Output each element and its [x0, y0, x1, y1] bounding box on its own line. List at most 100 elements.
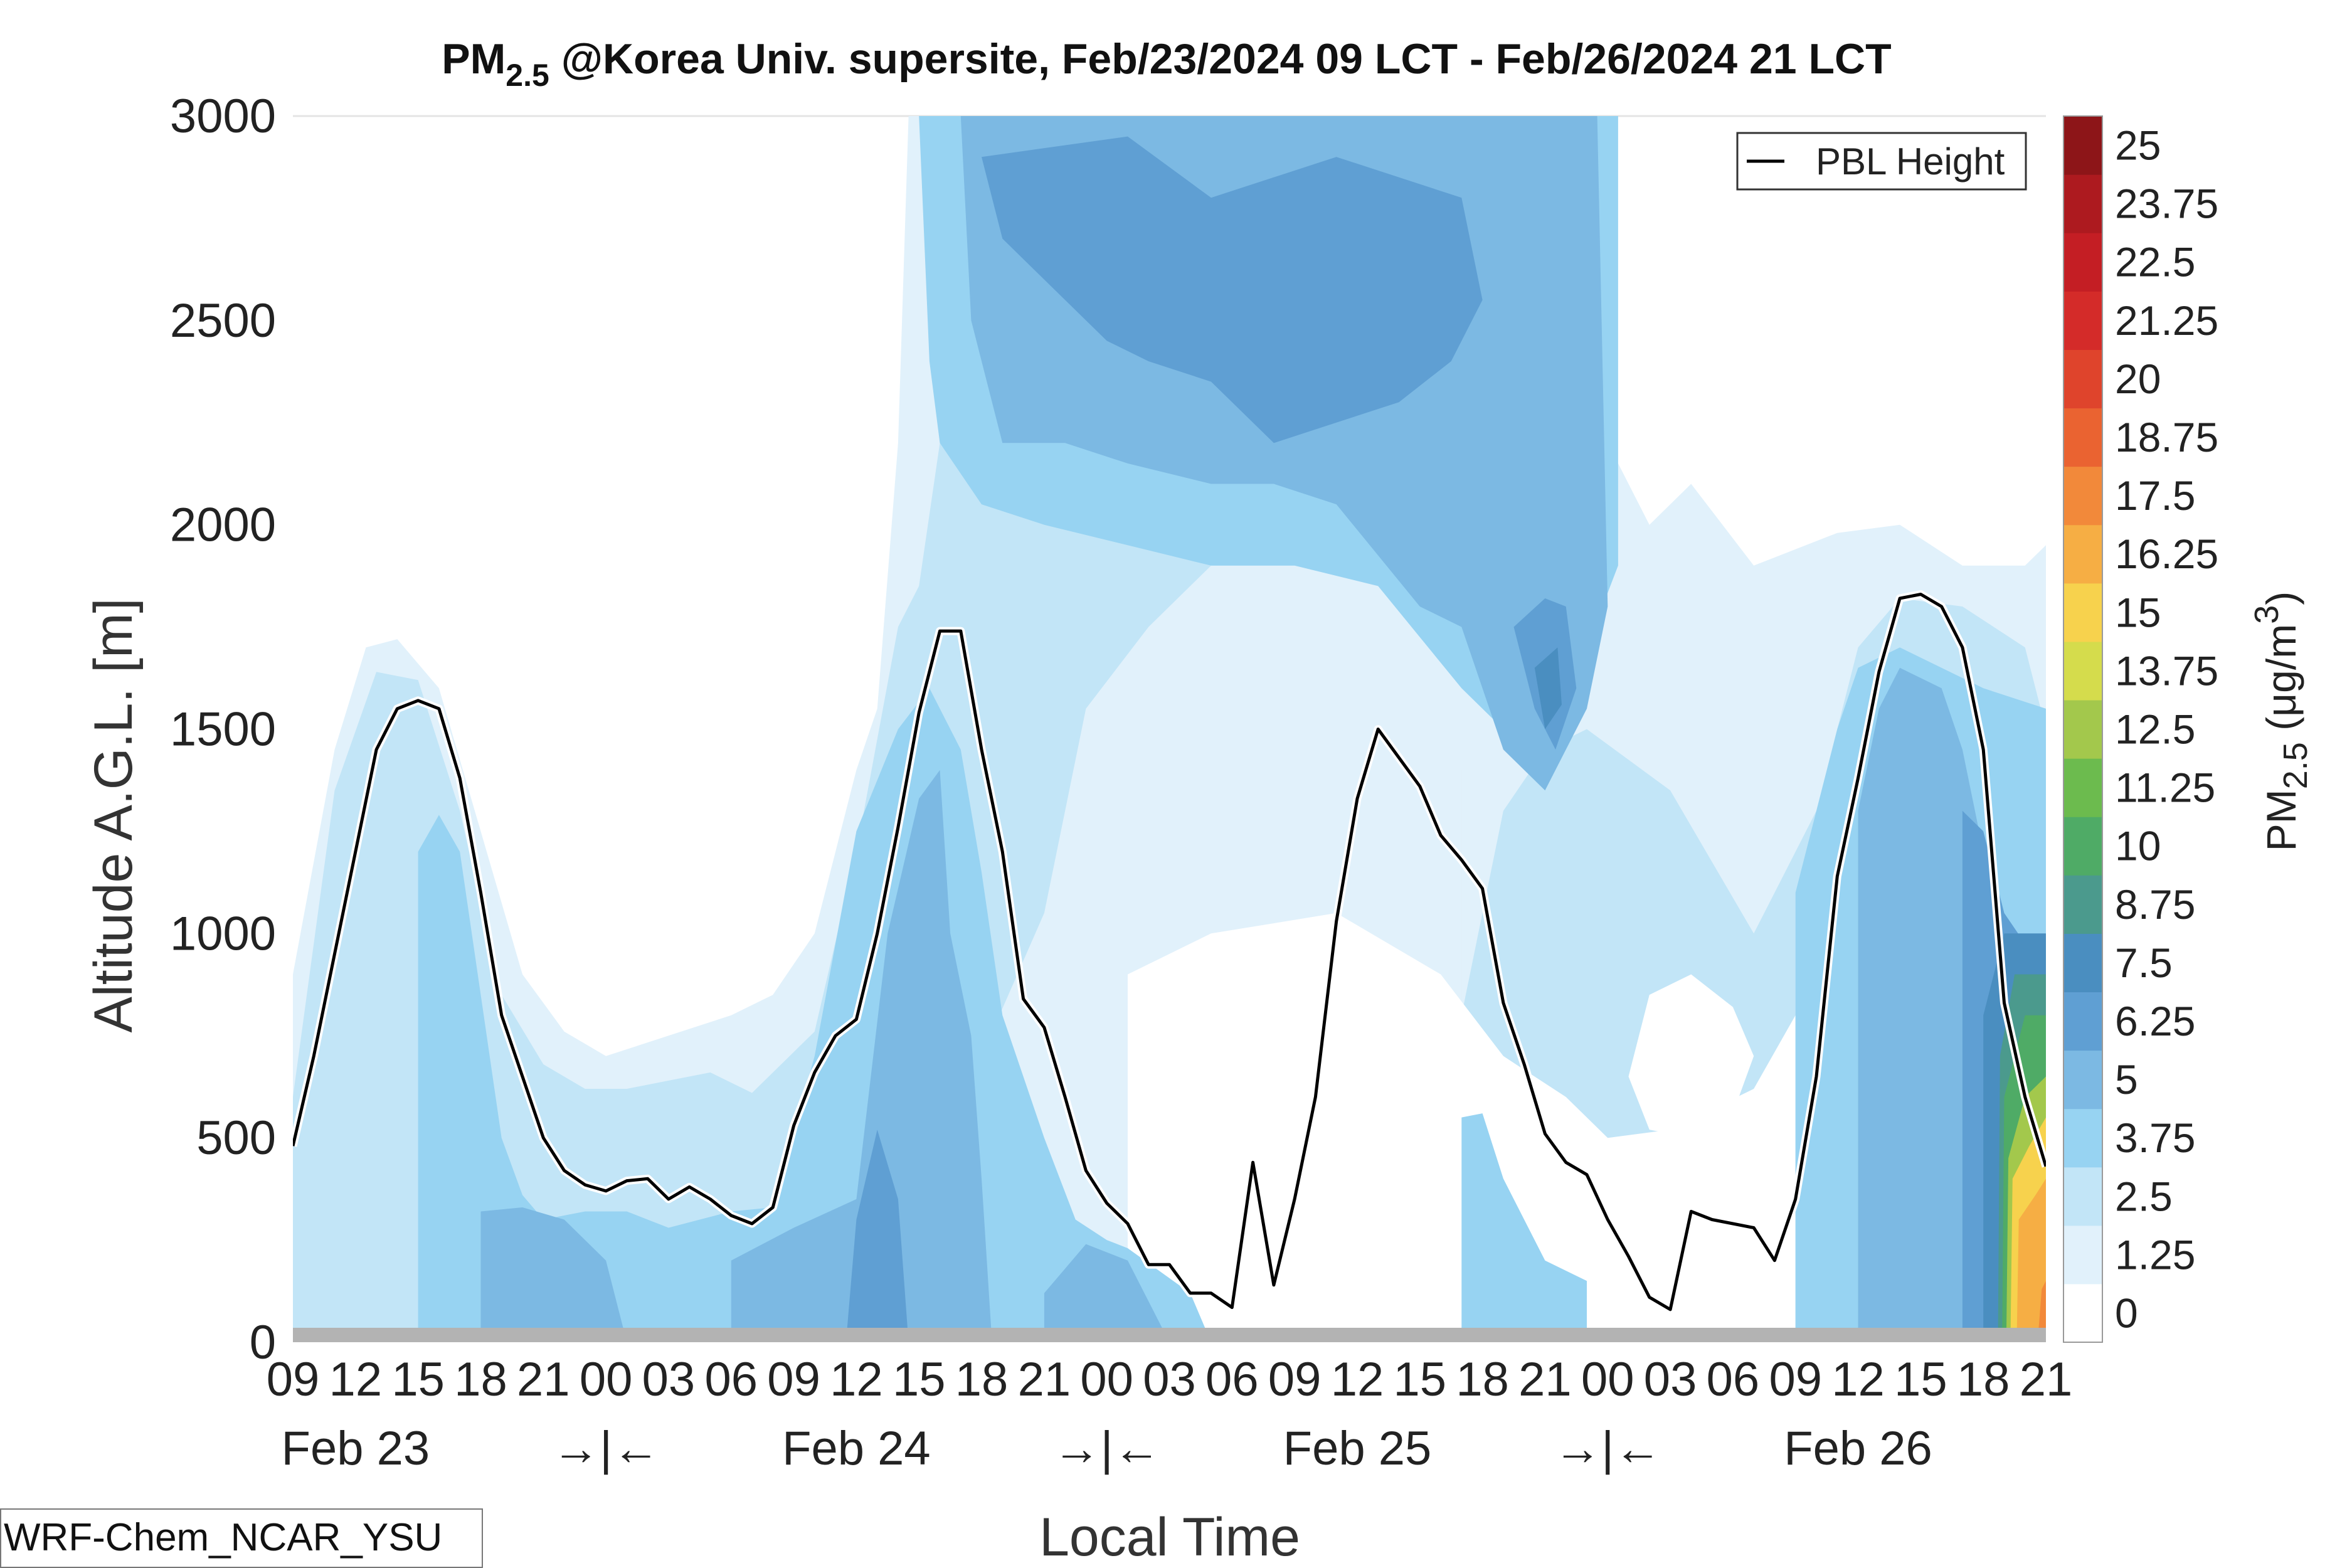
date-label: →|←	[552, 1422, 660, 1475]
x-axis-title: Local Time	[1039, 1507, 1300, 1567]
colorbar-swatch	[2063, 758, 2102, 817]
date-label: →|←	[1554, 1422, 1661, 1475]
x-tick-label: 09	[767, 1353, 820, 1406]
x-tick-label: 21	[1018, 1353, 1071, 1406]
x-tick-label: 03	[642, 1353, 696, 1406]
contour-band-0-pocket	[1628, 974, 1754, 1138]
title-subscript: 2.5	[506, 58, 549, 93]
colorbar-tick-label: 21.25	[2115, 297, 2218, 344]
contour-band-3.75	[418, 688, 1211, 1342]
colorbar-swatch	[2063, 992, 2102, 1051]
colorbar-tick-label: 13.75	[2115, 647, 2218, 694]
colorbar-tick-label: 5	[2115, 1056, 2138, 1103]
colorbar-tick-label: 3.75	[2115, 1115, 2195, 1161]
colorbar-title-main: PM	[2258, 789, 2304, 851]
x-tick-label: 03	[1143, 1353, 1196, 1406]
x-tick-label: 09	[1268, 1353, 1322, 1406]
contour-band-5-a	[480, 1207, 627, 1342]
colorbar: 0 1.25 2.5 3.75 5 6.25 7.5 8.75 10 11.25 12.5 13.75…	[2063, 115, 2218, 1343]
colorbar-swatch	[2063, 875, 2102, 934]
colorbar-title-superscript: 3	[2248, 605, 2286, 624]
y-axis-ticks: 0 500 1000 1500 2000 2500 3000	[170, 90, 276, 1369]
colorbar-tick-label: 1.25	[2115, 1231, 2195, 1278]
contour-band-17.5	[2037, 1281, 2046, 1342]
colorbar-tick-label: 7.5	[2115, 940, 2173, 986]
date-label: Feb 25	[1283, 1422, 1432, 1475]
contour-band-6.25-low	[845, 1130, 909, 1342]
contour-band-6.25-upper	[982, 136, 1483, 443]
date-label: →|←	[1053, 1422, 1161, 1475]
colorbar-tick-label: 25	[2115, 122, 2161, 169]
legend-box: PBL Height	[1736, 132, 2027, 191]
colorbar-swatch	[2063, 291, 2102, 350]
x-tick-label: 00	[1080, 1353, 1133, 1406]
x-tick-label: 21	[1518, 1353, 1572, 1406]
colorbar-swatch	[2063, 1283, 2102, 1343]
colorbar-tick-label: 11.25	[2115, 765, 2215, 811]
x-tick-label: 09	[267, 1353, 320, 1406]
title-main: PM	[442, 35, 506, 83]
x-tick-label: 12	[1831, 1353, 1885, 1406]
y-tick-label: 1500	[170, 703, 276, 756]
model-name-label: WRF-Chem_NCAR_YSU	[0, 1508, 483, 1568]
colorbar-title-unit: (μg/m	[2258, 624, 2304, 742]
legend-label: PBL Height	[1816, 140, 2005, 183]
colorbar-swatch	[2063, 349, 2102, 409]
date-labels: Feb 23 →|← Feb 24 →|← Feb 25 →|← Feb 26	[282, 1422, 1932, 1475]
colorbar-tick-label: 16.25	[2115, 531, 2218, 577]
colorbar-title-subscript: 2.5	[2277, 742, 2314, 789]
x-axis-ticks: 09 12 15 18 21 00 03 06 09 12 15 18 21 00 03 06 09 12 15 18…	[267, 1353, 2073, 1406]
y-tick-label: 500	[196, 1111, 276, 1165]
colorbar-swatch	[2063, 116, 2102, 175]
colorbar-tick-label: 15	[2115, 589, 2161, 635]
x-tick-label: 06	[704, 1353, 758, 1406]
colorbar-frame	[2063, 115, 2103, 1343]
concentration-contours	[293, 116, 2046, 1342]
x-tick-label: 06	[1707, 1353, 1760, 1406]
colorbar-swatch	[2063, 933, 2102, 993]
colorbar-swatch	[2063, 174, 2102, 233]
contour-band-7.5-blob	[1534, 647, 1562, 729]
colorbar-swatch	[2063, 817, 2102, 876]
colorbar-tick-label: 6.25	[2115, 998, 2195, 1044]
colorbar-tick-label: 18.75	[2115, 414, 2218, 460]
colorbar-swatch	[2063, 408, 2102, 467]
x-tick-label: 12	[329, 1353, 383, 1406]
x-tick-label: 18	[454, 1353, 507, 1406]
colorbar-swatch	[2063, 1167, 2102, 1226]
colorbar-swatch	[2063, 583, 2102, 642]
y-axis-title: Altitude A.G.L. [m]	[83, 598, 144, 1032]
y-tick-label: 0	[250, 1316, 276, 1369]
colorbar-tick-label: 23.75	[2115, 181, 2218, 227]
contour-band-5-c	[1044, 1244, 1170, 1342]
colorbar-tick-label: 22.5	[2115, 239, 2195, 285]
contour-band-5-b	[731, 770, 992, 1342]
colorbar-title-close: )	[2258, 591, 2304, 605]
colorbar-tick-label: 0	[2115, 1290, 2138, 1336]
y-tick-label: 2500	[170, 294, 276, 347]
title-rest: @Korea Univ. supersite, Feb/23/2024 09 L…	[549, 35, 1892, 83]
terrain-base-bar	[293, 1328, 2046, 1342]
colorbar-swatch	[2063, 233, 2102, 292]
colorbar-swatch	[2063, 1108, 2102, 1168]
pbl-height-layer	[293, 590, 2046, 1314]
colorbar-tick-label: 12.5	[2115, 706, 2195, 753]
x-tick-label: 00	[580, 1353, 633, 1406]
x-tick-label: 21	[2020, 1353, 2073, 1406]
date-label: Feb 23	[282, 1422, 430, 1475]
x-tick-label: 18	[1456, 1353, 1509, 1406]
x-tick-label: 21	[517, 1353, 570, 1406]
y-tick-label: 1000	[170, 907, 276, 960]
contour-band-16.25	[2016, 1179, 2046, 1342]
x-tick-label: 15	[1894, 1353, 1947, 1406]
chart-title: PM2.5 @Korea Univ. supersite, Feb/23/202…	[442, 35, 1891, 93]
colorbar-swatch	[2063, 1050, 2102, 1110]
x-tick-label: 15	[391, 1353, 445, 1406]
x-tick-label: 12	[1331, 1353, 1384, 1406]
date-label: Feb 24	[782, 1422, 931, 1475]
x-tick-label: 06	[1205, 1353, 1259, 1406]
colorbar-swatch	[2063, 524, 2102, 584]
colorbar-tick-label: 17.5	[2115, 472, 2195, 519]
